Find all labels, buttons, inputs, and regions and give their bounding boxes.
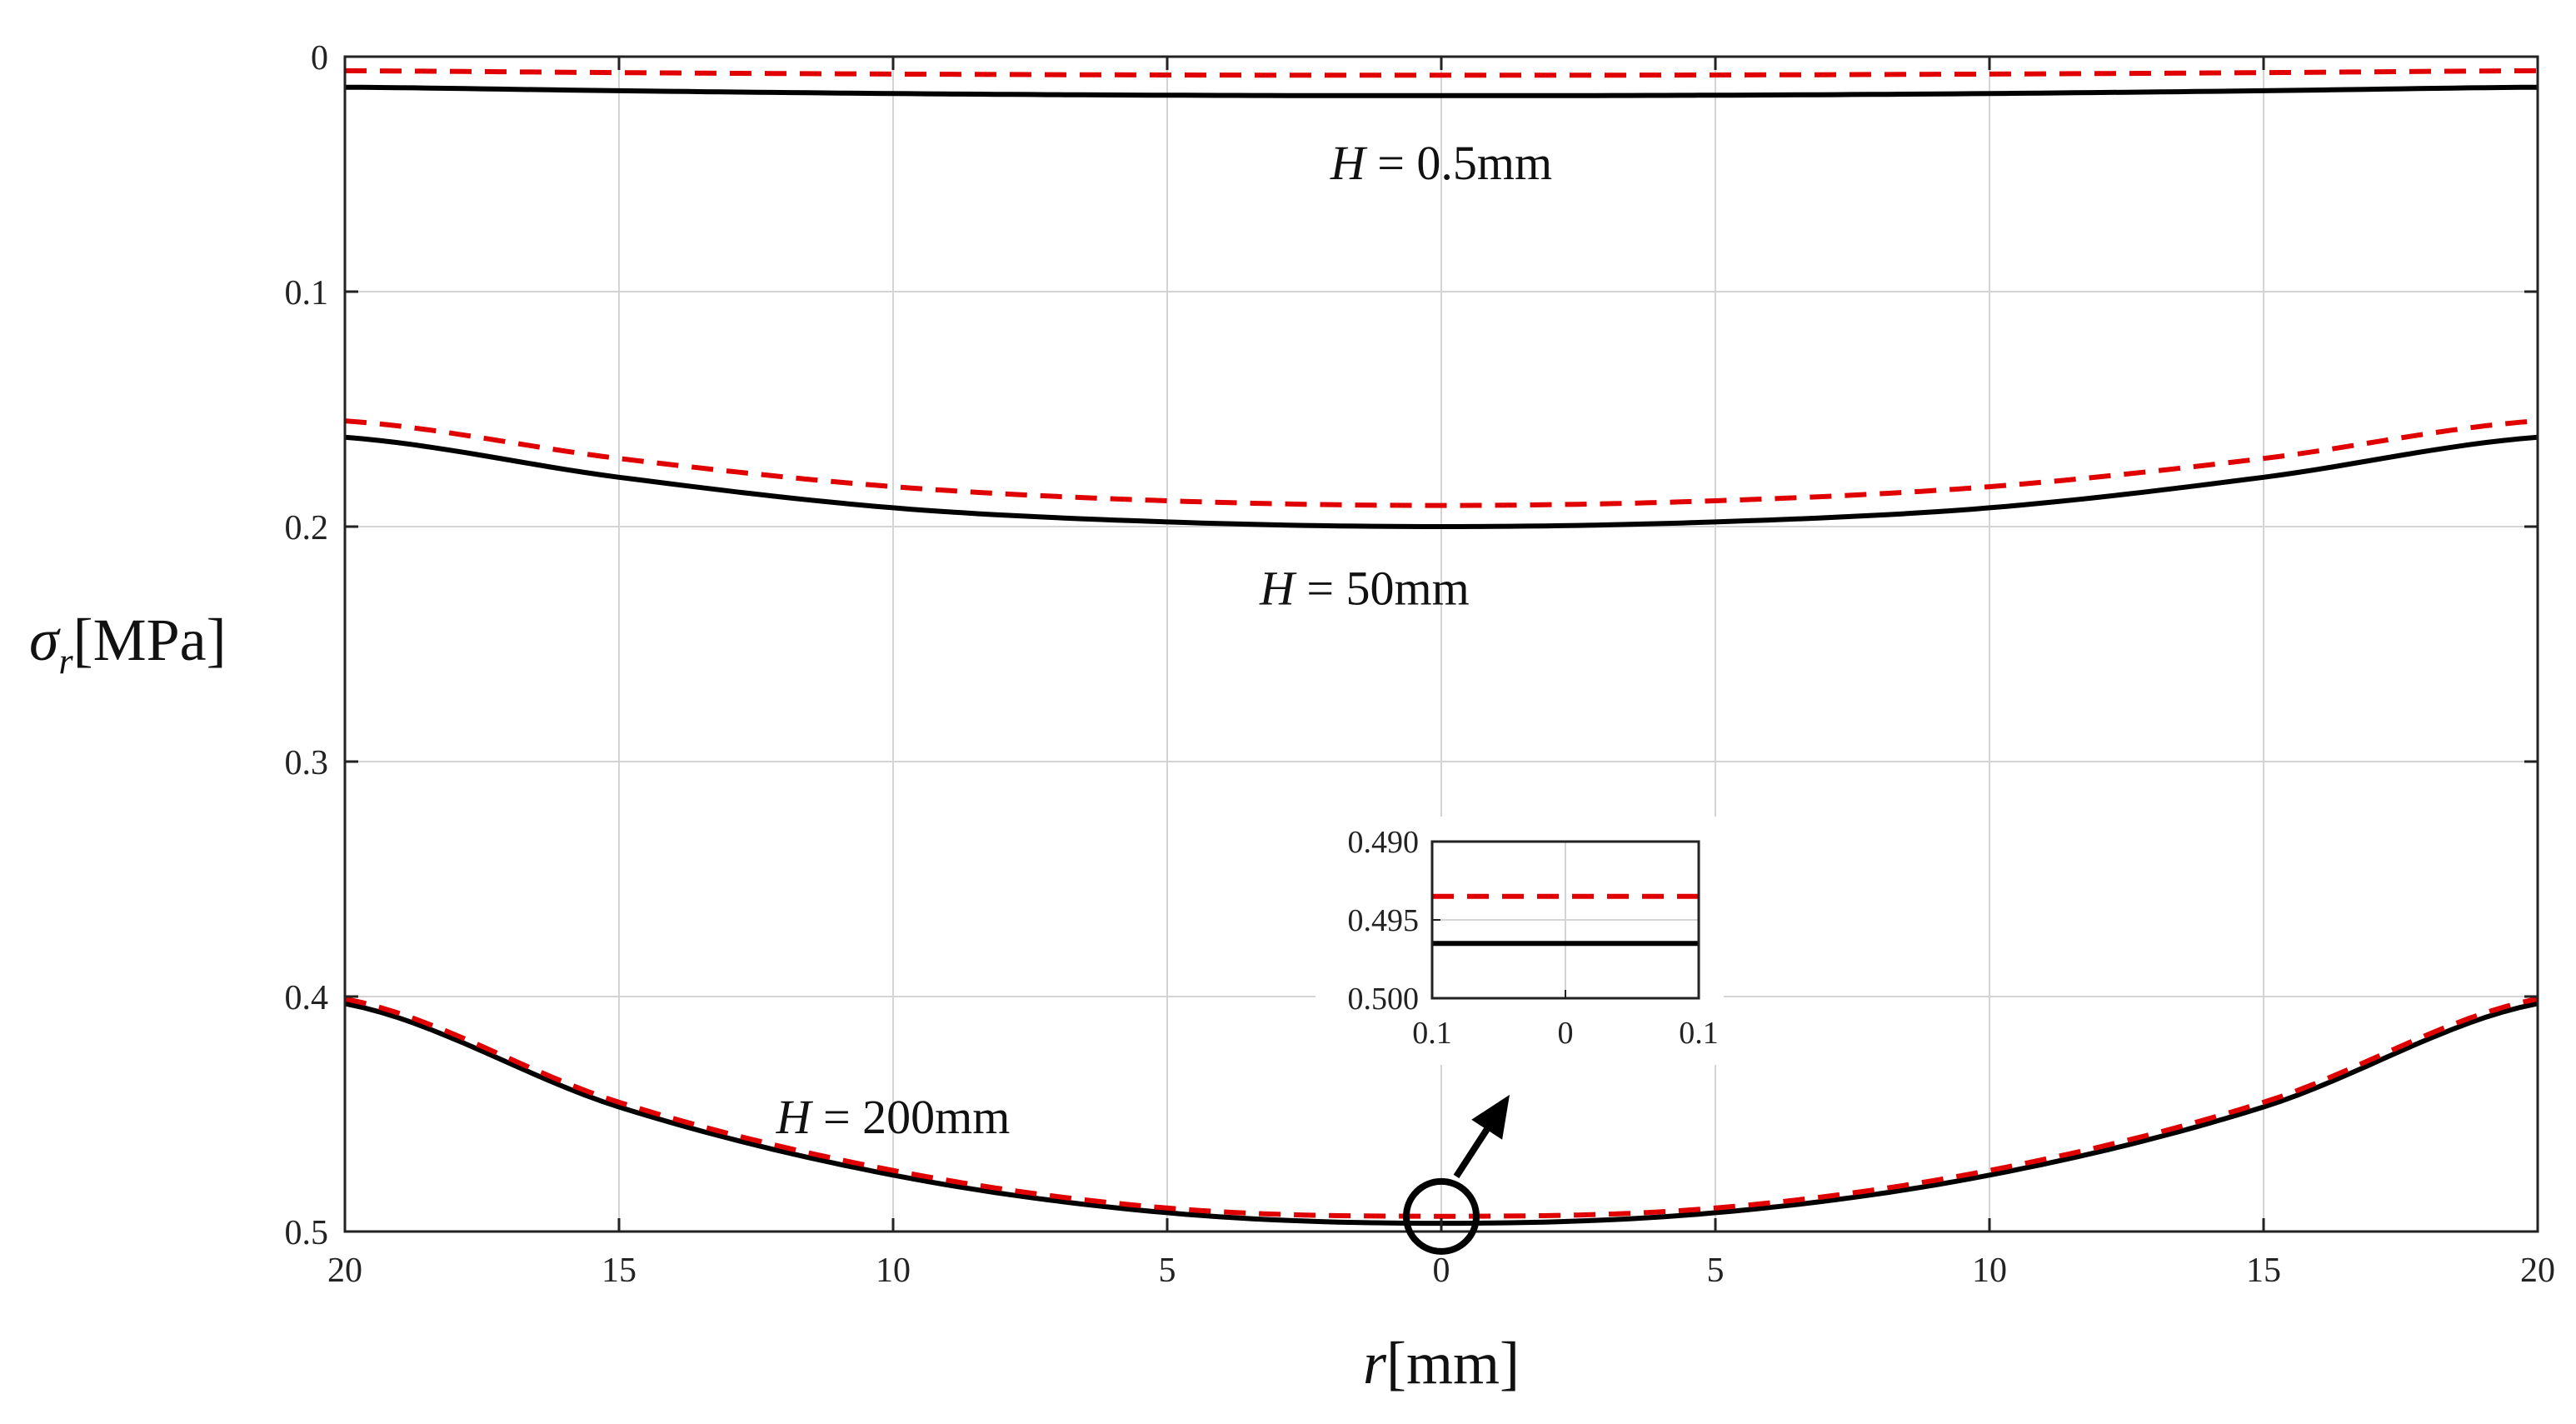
inset-plot: 0.1 0 0.1 0.490 0.495 0.500: [1315, 817, 1724, 1065]
y-tick-label: 0.3: [285, 744, 329, 782]
y-axis-label: σr[MPa]: [29, 607, 227, 682]
y-axis-label-var: σ: [29, 607, 61, 673]
annotation-h05: H = 0.5mm: [1330, 136, 1552, 190]
series-h-0-5mm-dashed: [344, 67, 2539, 78]
inset-y-tick-label: 0.495: [1348, 903, 1420, 938]
inset-y-tick-label: 0.490: [1348, 825, 1420, 860]
y-tick-label: 0.2: [285, 509, 329, 547]
inset-x-tick-label: 0: [1558, 1016, 1574, 1051]
inset-y-tick-label: 0.500: [1348, 982, 1420, 1017]
series-h-0-5mm-solid: [344, 84, 2539, 98]
x-axis-label-unit: [mm]: [1386, 1330, 1520, 1397]
y-tick-label: 0.5: [285, 1214, 329, 1252]
x-tick-label: 15: [2246, 1252, 2281, 1290]
zoom-circle: [1403, 1177, 1480, 1255]
y-axis-label-sub: r: [59, 641, 74, 682]
annotation-var: H: [1259, 561, 1297, 615]
x-tick-label: 10: [1972, 1252, 2007, 1290]
zoom-marker: [1403, 1094, 1510, 1255]
annotation-var: H: [776, 1090, 814, 1144]
series-h-200mm-dashed: [344, 996, 2539, 1219]
x-tick-label: 0: [1433, 1252, 1450, 1290]
annotation-value: = 0.5mm: [1365, 136, 1552, 190]
x-axis: 20 15 10 5 0 5 10 15 20: [327, 57, 2555, 1290]
x-tick-label: 20: [2520, 1252, 2555, 1290]
annotation-h50: H = 50mm: [1259, 561, 1470, 615]
x-tick-label: 15: [602, 1252, 637, 1290]
annotation-value: = 200mm: [811, 1090, 1010, 1144]
series-layer: [344, 67, 2539, 1227]
y-tick-label: 0.1: [285, 274, 329, 312]
x-tick-label: 10: [876, 1252, 911, 1290]
annotation-h200: H = 200mm: [776, 1090, 1011, 1144]
annotation-value: = 50mm: [1295, 561, 1470, 615]
x-tick-label: 5: [1707, 1252, 1725, 1290]
series-h-50mm-solid: [344, 434, 2539, 529]
x-tick-label: 20: [327, 1252, 362, 1290]
annotation-var: H: [1330, 136, 1368, 190]
y-tick-label: 0: [311, 39, 328, 77]
x-axis-label: r[mm]: [1363, 1330, 1520, 1397]
inset-x-tick-label: 0.1: [1412, 1016, 1452, 1051]
x-tick-label: 5: [1159, 1252, 1176, 1290]
y-axis: 0 0.1 0.2 0.3 0.4 0.5: [285, 39, 2538, 1252]
y-tick-label: 0.4: [285, 979, 329, 1017]
zoom-arrow-head: [1471, 1094, 1510, 1140]
y-axis-label-unit: [MPa]: [73, 607, 227, 673]
inset-x-tick-label: 0.1: [1679, 1016, 1719, 1051]
x-axis-label-var: r: [1363, 1330, 1387, 1397]
inset-background: [1315, 817, 1724, 1065]
series-h-50mm-dashed: [344, 418, 2539, 508]
